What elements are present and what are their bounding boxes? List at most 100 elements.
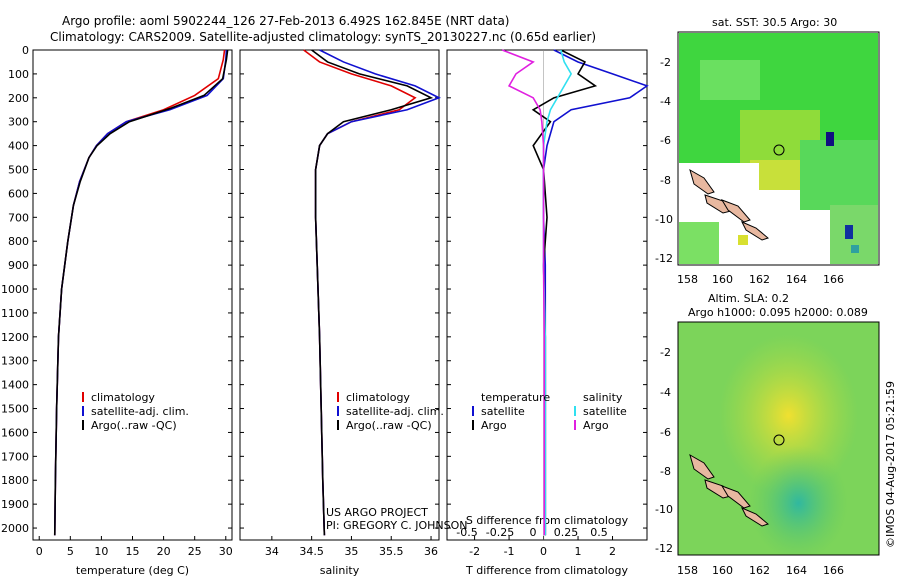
y-tick-label: 1500: [1, 403, 29, 416]
y-tick-label: 100: [8, 68, 29, 81]
y-tick-label: 1100: [1, 307, 29, 320]
x-tick-label: 36: [424, 545, 438, 558]
legend-label: Argo: [583, 419, 609, 432]
x-tick-label: 20: [157, 545, 171, 558]
sst-map-axes: -2 -4 -6 -8 -10 -12 158 160 162 164 166: [655, 56, 844, 286]
x-tick-label: 35: [344, 545, 358, 558]
plot-frame: [32, 49, 233, 541]
legend-label: climatology: [91, 391, 155, 404]
tick: 160: [712, 273, 733, 286]
y-tick-label: 1700: [1, 450, 29, 463]
series-line: [542, 49, 649, 536]
x-tick-label: 15: [126, 545, 140, 558]
island-shapes: [689, 453, 770, 527]
y-tick-label: 700: [8, 211, 29, 224]
x-tick-label: 2: [609, 545, 616, 558]
y-tick-label: 0: [22, 44, 29, 57]
y-tick-label: 1600: [1, 426, 29, 439]
legend-label: Argo(..raw -QC): [346, 419, 432, 432]
tick: -8: [660, 465, 671, 478]
y-tick-label: 1800: [1, 474, 29, 487]
y-tick-label: 800: [8, 235, 29, 248]
x-tick-label: -1: [504, 545, 515, 558]
sst-field: [679, 33, 878, 264]
series-line: [314, 49, 441, 536]
x-axis-label: T difference from climatology: [465, 564, 628, 577]
y-tick-label: 600: [8, 187, 29, 200]
x-tick-label-secondary: -0.25: [486, 526, 514, 539]
y-tick-label: 200: [8, 92, 29, 105]
tick: -10: [655, 213, 673, 226]
series-line: [53, 49, 226, 536]
tick: -4: [660, 95, 671, 108]
legend-label: climatology: [346, 391, 410, 404]
y-tick-label: 1400: [1, 379, 29, 392]
tick: 162: [749, 564, 770, 577]
series-line: [542, 49, 573, 536]
series-line: [53, 49, 228, 536]
tick: -4: [660, 386, 671, 399]
tick: -8: [660, 174, 671, 187]
tick: -6: [660, 134, 671, 147]
y-tick-label: 1900: [1, 498, 29, 511]
x-axis-label: temperature (deg C): [76, 564, 189, 577]
y-tick-label: 2000: [1, 522, 29, 535]
legend-heading: temperature: [481, 391, 550, 404]
tick: -12: [655, 252, 673, 265]
tick: 164: [786, 564, 807, 577]
timestamp-stamp: ©IMOS 04-Aug-2017 05:21:59: [884, 381, 897, 548]
tick: -6: [660, 426, 671, 439]
tick: -2: [660, 56, 671, 69]
x-tick-label: -2: [469, 545, 480, 558]
legend-label: satellite: [583, 405, 627, 418]
x-tick-label-secondary: 0.25: [554, 526, 579, 539]
x-tick-label: 0: [540, 545, 547, 558]
x-tick-label-secondary: -0.5: [456, 526, 477, 539]
y-tick-label: 1200: [1, 331, 29, 344]
x-axis-label: salinity: [320, 564, 360, 577]
sla-map-axes: -2 -4 -6 -8 -10 -12 158 160 162 164 166: [655, 346, 844, 577]
legend-label: Argo(..raw -QC): [91, 419, 177, 432]
series-line: [53, 49, 229, 536]
argo-location-marker: [773, 144, 785, 156]
tick: 158: [677, 273, 698, 286]
credit-project: US ARGO PROJECT: [326, 506, 428, 519]
tick: 160: [712, 564, 733, 577]
plot-frame: [446, 49, 648, 541]
tick: 166: [823, 564, 844, 577]
x-tick-label: 0: [36, 545, 43, 558]
x-tick-label: 10: [94, 545, 108, 558]
series-line: [311, 49, 434, 536]
x-tick-label: 30: [219, 545, 233, 558]
tick: 166: [823, 273, 844, 286]
y-tick-label: 400: [8, 140, 29, 153]
y-tick-label: 1000: [1, 283, 29, 296]
legend-label: Argo: [481, 419, 507, 432]
series-line: [501, 49, 546, 536]
credit-pi: PI: GREGORY C. JOHNSON: [326, 519, 468, 532]
x-tick-label: 1: [575, 545, 582, 558]
sst-map-title: sat. SST: 30.5 Argo: 30: [712, 16, 838, 29]
island-shapes: [689, 168, 770, 241]
plot-frame: [239, 49, 440, 541]
x-tick-label: 25: [188, 545, 202, 558]
sla-map-title-2: Argo h1000: 0.095 h2000: 0.089: [688, 306, 868, 319]
tick: -2: [660, 346, 671, 359]
title-line-1: Argo profile: aoml 5902244_126 27-Feb-20…: [62, 14, 510, 28]
tick: 162: [749, 273, 770, 286]
legend-heading: salinity: [583, 391, 623, 404]
x-tick-label-secondary: 0.5: [590, 526, 608, 539]
series-line: [303, 49, 417, 536]
x-tick-label: 34: [265, 545, 279, 558]
tick: -10: [655, 503, 673, 516]
x-tick-label: 34.5: [299, 545, 324, 558]
tick: 158: [677, 564, 698, 577]
y-tick-label: 500: [8, 164, 29, 177]
tick: -12: [655, 542, 673, 555]
sla-map-title-1: Altim. SLA: 0.2: [708, 292, 790, 305]
y-tick-label: 300: [8, 116, 29, 129]
title-line-2: Climatology: CARS2009. Satellite-adjuste…: [50, 30, 597, 44]
argo-location-marker: [773, 434, 785, 446]
legend-label: satellite-adj. clim.: [346, 405, 444, 418]
legend-label: satellite-adj. clim.: [91, 405, 189, 418]
